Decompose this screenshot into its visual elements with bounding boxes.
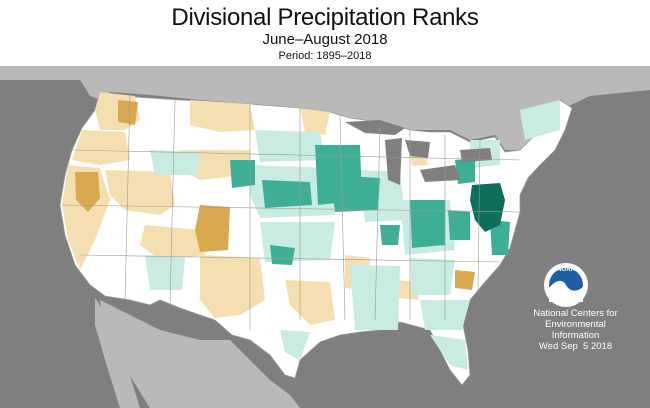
baja-landmass: [95, 298, 140, 408]
credit-line-2: Environmental: [545, 319, 606, 330]
credit-line-1: National Centers for: [533, 308, 618, 319]
noaa-logo: NOAA: [544, 263, 588, 307]
much-below-normal-regions: [75, 100, 475, 290]
map-period: Period: 1895–2018: [278, 50, 372, 62]
canada-landmass: [0, 66, 650, 150]
below-normal-regions: [62, 92, 428, 330]
credit-date: Wed Sep 5 2018: [538, 341, 613, 352]
precipitation-rank-map: NOAA: [0, 66, 650, 408]
state-borders: [61, 94, 521, 330]
ncei-credit: National Centers for Environmental Infor…: [518, 308, 633, 352]
map-header: Divisional Precipitation Ranks June–Augu…: [0, 0, 650, 66]
great-lakes: [345, 120, 492, 185]
map-subtitle: June–August 2018: [262, 31, 388, 48]
map-title: Divisional Precipitation Ranks: [171, 4, 479, 31]
noaa-logo-text: NOAA: [557, 267, 575, 273]
credit-line-3: Information: [551, 330, 600, 341]
mexico-landmass: [100, 300, 300, 408]
much-above-normal-regions: [230, 145, 510, 265]
noaa-logo-bird: [549, 280, 583, 302]
